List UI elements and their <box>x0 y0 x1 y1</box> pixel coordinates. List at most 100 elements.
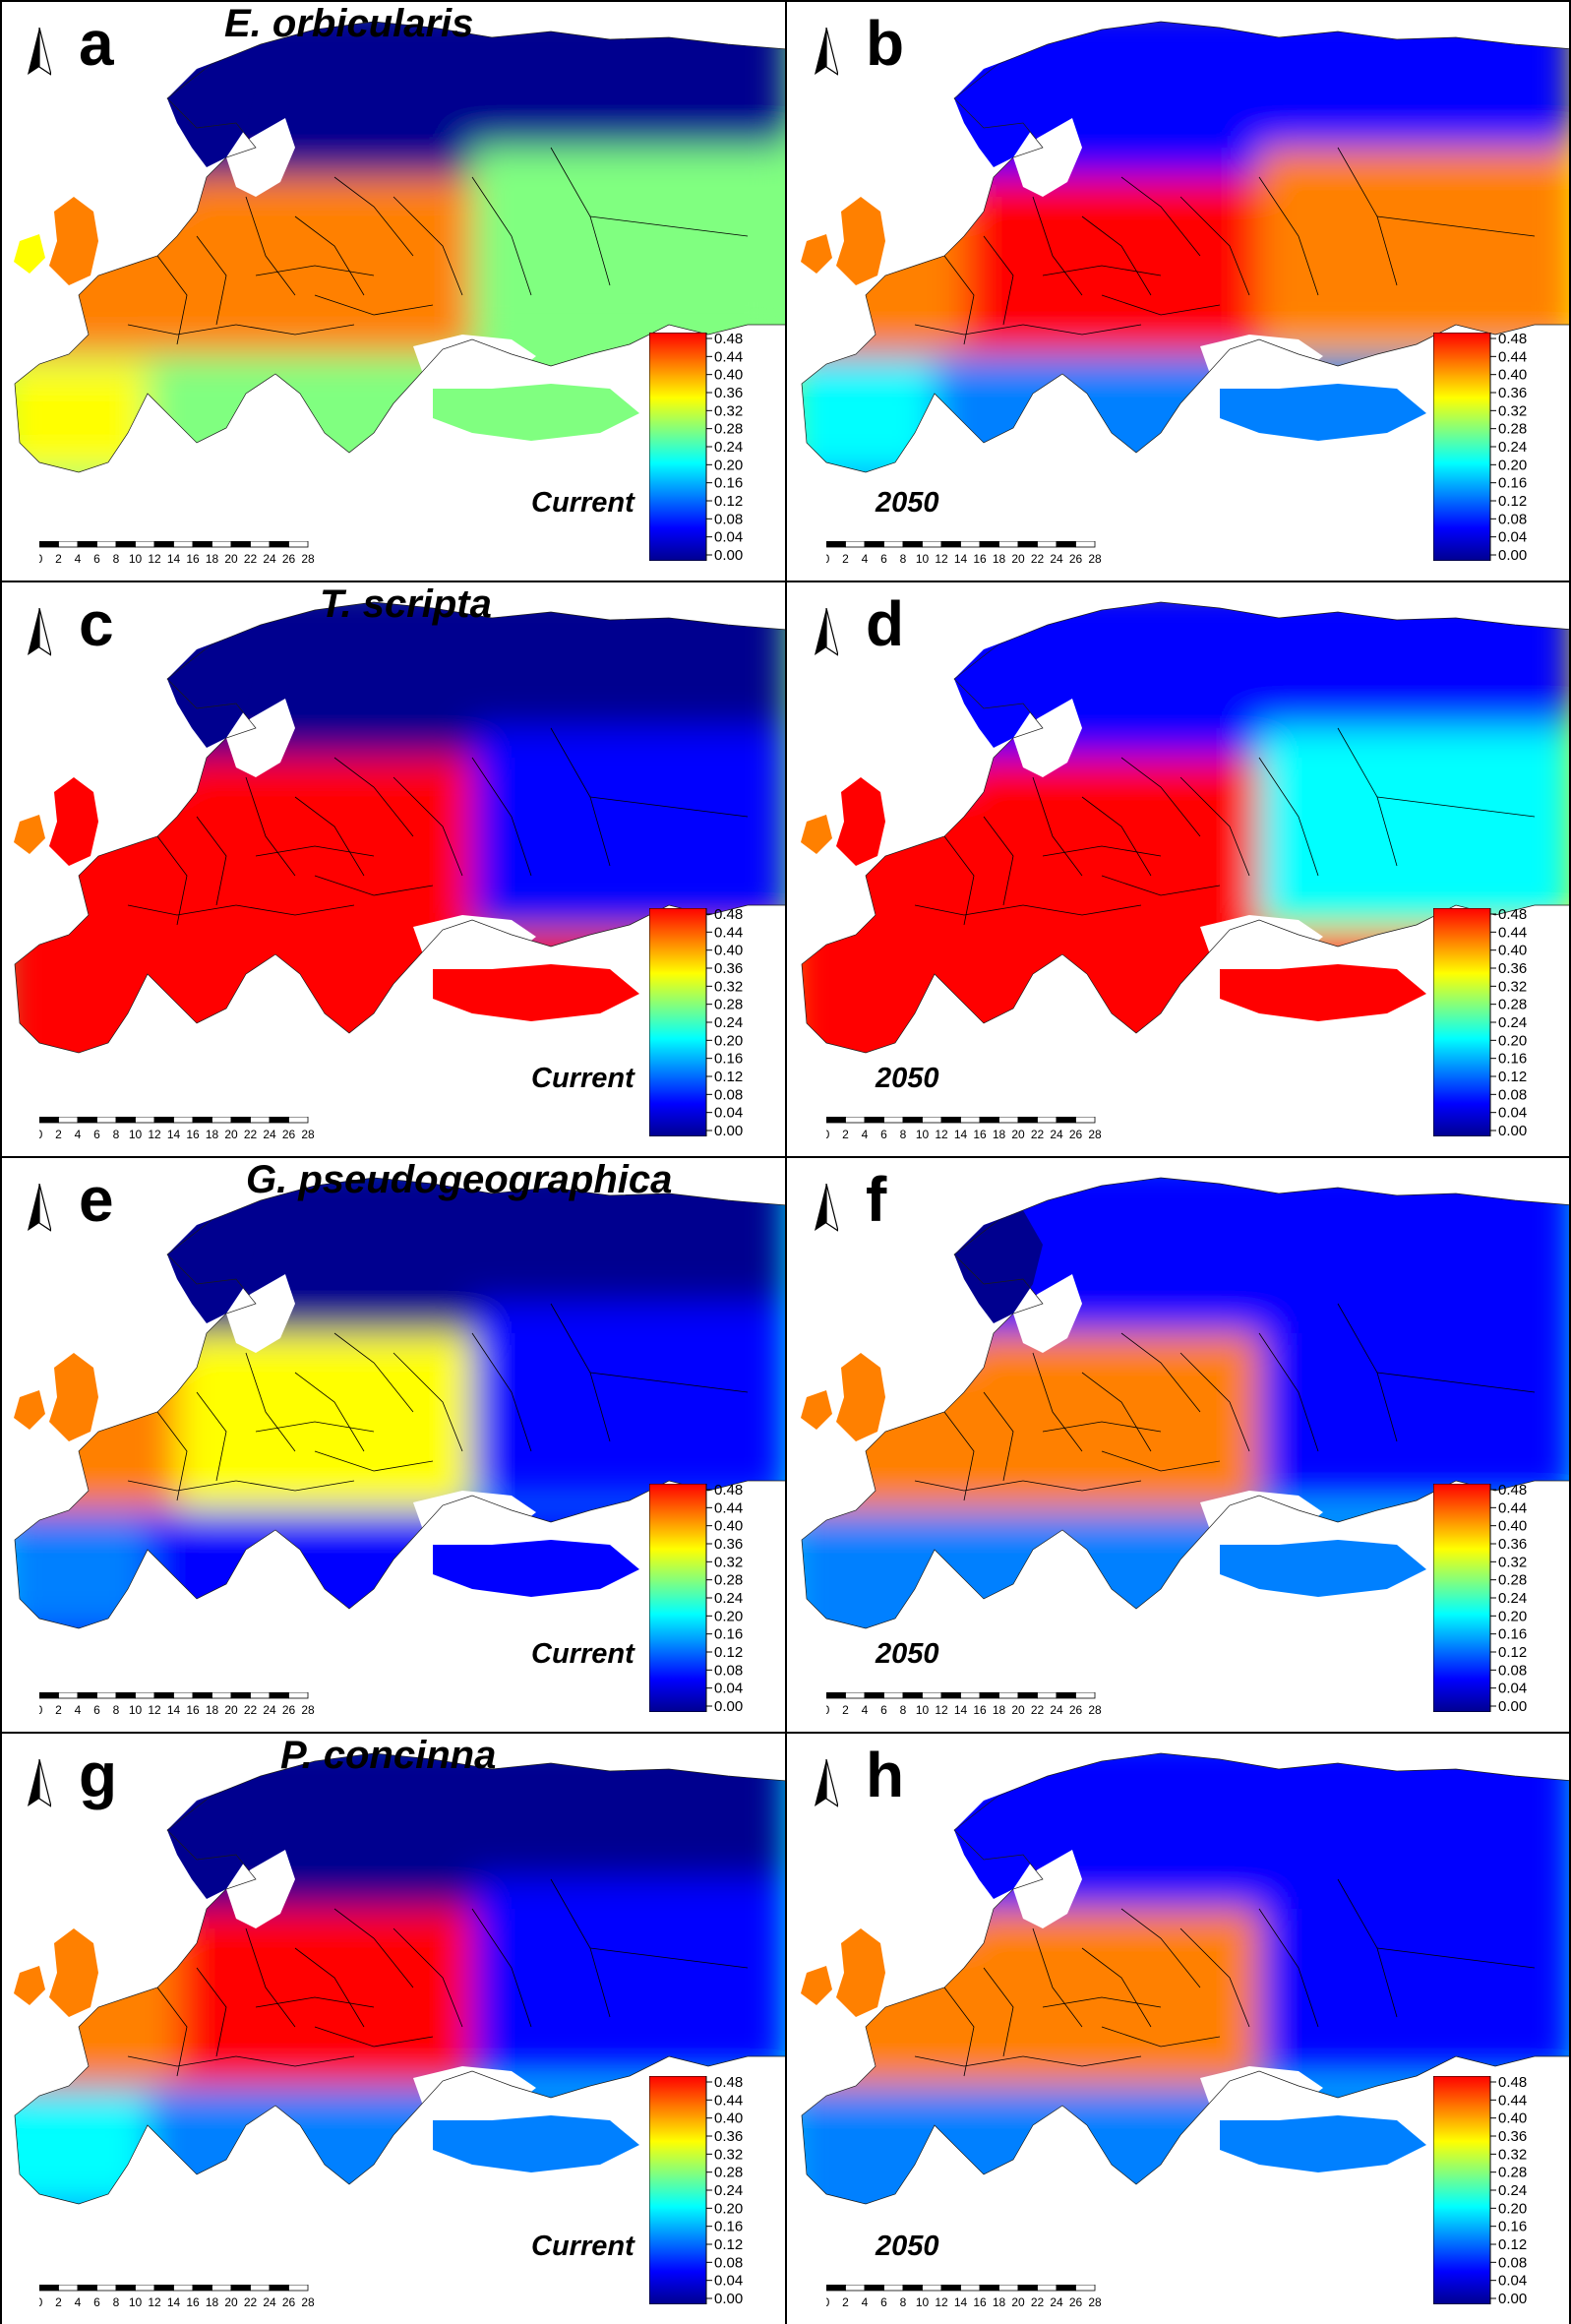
legend-tick-label: 0.28 <box>1498 997 1527 1013</box>
legend-tick-label: 0.00 <box>714 1123 743 1136</box>
legend-tick-label: 0.12 <box>714 493 743 510</box>
panel-letter: a <box>79 8 114 79</box>
period-label: Current <box>531 1063 634 1094</box>
country-borders <box>127 727 749 926</box>
scale-tick-label: 0 <box>826 1703 830 1717</box>
north-arrow <box>815 1759 838 1807</box>
legend-tick-label: 0.40 <box>714 367 743 384</box>
legend-tick-label: 0.48 <box>714 908 743 923</box>
legend-tick-label: 0.04 <box>1498 1681 1527 1697</box>
black-sea <box>1200 335 1323 384</box>
panel-letter: b <box>866 8 905 79</box>
legend-tick-label: 0.32 <box>1498 1554 1527 1570</box>
scale-tick-label: 28 <box>1088 2295 1102 2309</box>
scale-tick-label: 8 <box>900 1128 907 1141</box>
scale-tick-label: 24 <box>263 1128 276 1141</box>
suitability-map <box>801 1177 1571 1629</box>
scale-tick-label: 16 <box>186 1703 200 1717</box>
column-divider <box>785 0 787 2324</box>
scale-tick-label: 6 <box>880 1703 887 1717</box>
scale-tick-label: 22 <box>244 552 258 566</box>
north-arrow-icon <box>815 1759 826 1806</box>
scale-tick-label: 14 <box>954 1703 968 1717</box>
baltic-sea <box>226 118 295 197</box>
map-panel-f: f 2050 0.48 0.44 0.40 0.36 0.32 0.28 0.24 0.20 0.1… <box>787 1156 1571 1732</box>
scale-tick-label: 18 <box>993 2295 1006 2309</box>
legend-tick-label: 0.44 <box>1498 924 1527 941</box>
period-label: Current <box>531 1638 634 1670</box>
scale-tick-label: 4 <box>75 1128 82 1141</box>
legend-tick-label: 0.16 <box>714 1626 743 1643</box>
legend-tick-label: 0.16 <box>714 2219 743 2235</box>
legend-tick-label: 0.12 <box>1498 2236 1527 2253</box>
black-sea <box>413 2066 536 2115</box>
scale-tick-label: 4 <box>862 1703 869 1717</box>
frame-left <box>0 0 2 2324</box>
black-sea <box>1200 1491 1323 1540</box>
legend-tick-label: 0.16 <box>1498 475 1527 492</box>
scale-tick-label: 4 <box>862 2295 869 2309</box>
scale-tick-label: 8 <box>113 552 120 566</box>
north-arrow <box>28 1184 51 1232</box>
legend-tick-label: 0.24 <box>1498 2182 1527 2199</box>
scale-tick-label: 24 <box>1050 1128 1063 1141</box>
scale-tick-label: 0 <box>39 1703 43 1717</box>
legend-tick-label: 0.28 <box>714 421 743 438</box>
scale-tick-label: 16 <box>186 552 200 566</box>
legend-tick-label: 0.12 <box>714 1069 743 1085</box>
legend: 0.480.440.400.360.320.280.240.200.160.12… <box>649 908 743 1136</box>
scale-tick-label: 0 <box>826 1128 830 1141</box>
legend-tick-label: 0.28 <box>1498 1572 1527 1589</box>
scale-tick-label: 6 <box>880 552 887 566</box>
legend-tick-label: 0.16 <box>714 475 743 492</box>
legend-tick-label: 0.40 <box>714 943 743 959</box>
legend-tick-label: 0.08 <box>1498 1086 1527 1103</box>
legend-tick-label: 0.36 <box>714 1536 743 1553</box>
legend-tick-label: 0.48 <box>714 2076 743 2091</box>
scale-tick-label: 14 <box>954 1128 968 1141</box>
black-sea <box>1200 2066 1323 2115</box>
scale-tick-label: 22 <box>244 1703 258 1717</box>
legend-tick-label: 0.12 <box>1498 1644 1527 1661</box>
scale-tick-label: 26 <box>1069 552 1083 566</box>
legend-tick-label: 0.28 <box>714 997 743 1013</box>
legend-tick-label: 0.28 <box>1498 421 1527 438</box>
scale-tick-label: 20 <box>224 1703 238 1717</box>
baltic-sea <box>1013 1850 1082 1928</box>
legend: 0.480.440.400.360.320.280.240.200.160.12… <box>649 2076 743 2304</box>
scale-tick-label: 6 <box>93 1128 100 1141</box>
map-panel-c: c T. scripta Current 0.48 0.44 0.40 0.36 0.32 0.… <box>0 581 787 1156</box>
scale-tick-label: 14 <box>167 1703 181 1717</box>
legend-tick-label: 0.12 <box>714 2236 743 2253</box>
scale-tick-label: 12 <box>935 552 948 566</box>
legend-tick-label: 0.32 <box>1498 402 1527 419</box>
map-panel-b: b 2050 0.48 0.44 0.40 0.36 0.32 0.28 0.24 0.20 0.1… <box>787 0 1571 581</box>
legend-colorbar <box>649 2076 707 2304</box>
scale-tick-label: 6 <box>93 1703 100 1717</box>
scale-tick-label: 14 <box>954 552 968 566</box>
scale-tick-label: 28 <box>1088 1128 1102 1141</box>
frame-right <box>1569 0 1571 2324</box>
scale-tick-label: 14 <box>954 2295 968 2309</box>
scale-tick-label: 28 <box>1088 552 1102 566</box>
legend-tick-label: 0.48 <box>714 333 743 347</box>
legend-tick-label: 0.08 <box>1498 1662 1527 1679</box>
scale-tick-label: 4 <box>75 1703 82 1717</box>
north-arrow <box>815 608 838 656</box>
north-arrow <box>28 608 51 656</box>
legend-tick-label: 0.00 <box>1498 1698 1527 1712</box>
scale-tick-label: 16 <box>973 1128 987 1141</box>
scale-tick-label: 6 <box>93 552 100 566</box>
scale-tick-label: 16 <box>186 1128 200 1141</box>
scale-tick-label: 8 <box>900 2295 907 2309</box>
country-borders <box>127 1878 749 2077</box>
legend-tick-label: 0.12 <box>1498 1069 1527 1085</box>
scale-tick-label: 18 <box>206 1703 219 1717</box>
period-label: 2050 <box>876 487 939 519</box>
scale-tick-label: 26 <box>1069 1128 1083 1141</box>
legend-tick-label: 0.00 <box>714 2291 743 2304</box>
scale-tick-label: 0 <box>39 1128 43 1141</box>
